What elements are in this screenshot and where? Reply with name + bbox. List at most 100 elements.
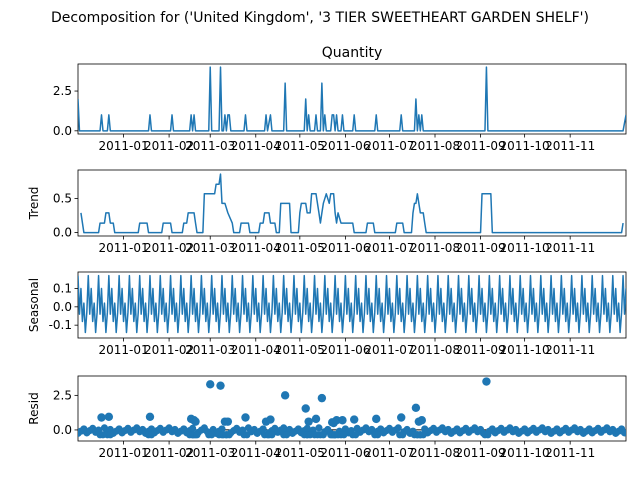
- resid-outlier: [104, 412, 114, 421]
- x-tick-label: 2011-02: [144, 139, 194, 153]
- x-tick-label: 2011-07: [364, 446, 414, 460]
- x-tick-label: 2011-06: [320, 139, 370, 153]
- x-tick-label: 2011-10: [500, 343, 550, 357]
- y-tick-label: 2.5: [53, 84, 72, 98]
- panel-1: Quantity0.02.52011-012011-022011-032011-…: [53, 45, 627, 153]
- plot-area: [80, 173, 624, 234]
- x-tick-label: 2011-06: [320, 446, 370, 460]
- x-tick-label: 2011-04: [231, 139, 281, 153]
- resid-outlier: [191, 417, 200, 426]
- resid-outlier: [304, 417, 313, 426]
- x-tick-label: 2011-08: [410, 446, 460, 460]
- resid-point: [218, 425, 226, 433]
- y-tick-label: 0.0: [53, 423, 72, 437]
- x-tick-label: 2011-07: [364, 241, 414, 255]
- x-tick-label: 2011-08: [410, 139, 460, 153]
- y-tick-label: 0.1: [53, 282, 72, 296]
- resid-point: [106, 431, 114, 439]
- resid-point: [419, 431, 427, 439]
- axes-frame: [77, 63, 627, 135]
- resid-outlier: [417, 416, 426, 425]
- x-tick-label: 2011-02: [144, 343, 194, 357]
- resid-outlier: [372, 414, 381, 424]
- resid-point: [283, 431, 291, 439]
- resid-point: [394, 424, 402, 432]
- resid-outlier: [311, 414, 321, 424]
- x-tick-label: 2011-11: [545, 241, 595, 255]
- resid-point: [319, 431, 327, 439]
- resid-outlier: [266, 415, 275, 424]
- axes-frame: [77, 375, 627, 442]
- resid-outlier: [301, 404, 310, 413]
- x-tick-label: 2011-06: [320, 241, 370, 255]
- panel-title: Quantity: [322, 45, 383, 61]
- x-tick-label: 2011-02: [144, 446, 194, 460]
- resid-outlier: [338, 416, 347, 425]
- resid-outlier: [350, 415, 359, 424]
- x-tick-label: 2011-05: [275, 446, 325, 460]
- resid-outlier: [482, 377, 491, 386]
- resid-outlier: [411, 403, 421, 413]
- x-tick-label: 2011-03: [185, 343, 235, 357]
- y-axis-label: Trend: [27, 187, 41, 221]
- resid-outlier: [206, 380, 215, 389]
- resid-point: [352, 431, 360, 439]
- x-tick-label: 2011-03: [185, 139, 235, 153]
- x-tick-label: 2011-09: [455, 446, 505, 460]
- x-tick-label: 2011-02: [144, 241, 194, 255]
- resid-point: [147, 431, 156, 439]
- resid-point: [620, 429, 626, 437]
- resid-point: [399, 431, 407, 439]
- x-tick-label: 2011-05: [275, 343, 325, 357]
- x-tick-label: 2011-10: [500, 241, 550, 255]
- resid-outlier: [97, 413, 106, 422]
- x-tick-label: 2011-01: [98, 446, 148, 460]
- plot-area: [78, 377, 626, 439]
- y-tick-label: 2.5: [53, 388, 72, 402]
- y-axis-label: Resid: [27, 392, 41, 424]
- resid-outlier: [332, 416, 341, 425]
- x-tick-label: 2011-04: [231, 343, 281, 357]
- x-tick-label: 2011-09: [455, 139, 505, 153]
- resid-outlier: [397, 413, 406, 422]
- x-tick-label: 2011-01: [98, 139, 148, 153]
- resid-point: [374, 431, 382, 439]
- resid-outlier: [145, 412, 155, 421]
- x-tick-label: 2011-06: [320, 343, 370, 357]
- x-tick-label: 2011-05: [275, 139, 325, 153]
- x-tick-label: 2011-08: [410, 343, 460, 357]
- x-tick-label: 2011-03: [185, 241, 235, 255]
- panel-4: Resid0.02.52011-012011-022011-032011-042…: [27, 375, 627, 460]
- x-tick-label: 2011-10: [500, 446, 550, 460]
- y-tick-label: 0.0: [53, 300, 72, 314]
- resid-point: [484, 431, 492, 439]
- plot-area: [78, 66, 626, 132]
- x-tick-label: 2011-08: [410, 241, 460, 255]
- x-tick-label: 2011-07: [364, 139, 414, 153]
- panel-3: Seasonal -0.10.00.12011-012011-022011-032…: [27, 271, 627, 357]
- x-tick-label: 2011-01: [98, 241, 148, 255]
- x-tick-label: 2011-09: [455, 343, 505, 357]
- x-tick-label: 2011-09: [455, 241, 505, 255]
- y-axis-label: Seasonal: [27, 278, 41, 332]
- plot-area: [78, 274, 626, 334]
- x-tick-label: 2011-10: [500, 139, 550, 153]
- axes-frame: [77, 169, 627, 237]
- x-tick-label: 2011-07: [364, 343, 414, 357]
- x-tick-label: 2011-11: [545, 139, 595, 153]
- resid-point: [189, 424, 197, 433]
- resid-point: [243, 431, 251, 439]
- panel-2: Trend0.00.52011-012011-022011-032011-042…: [27, 169, 627, 255]
- resid-outlier: [317, 393, 327, 403]
- y-tick-label: 0.0: [53, 124, 72, 138]
- series-line: [78, 66, 626, 132]
- x-tick-label: 2011-03: [185, 446, 235, 460]
- x-tick-label: 2011-01: [98, 343, 148, 357]
- resid-point: [315, 424, 323, 432]
- resid-point: [259, 425, 267, 433]
- resid-point: [225, 431, 233, 439]
- resid-outlier: [241, 413, 250, 422]
- y-tick-label: 0.5: [53, 192, 72, 206]
- y-tick-label: -0.1: [49, 318, 72, 332]
